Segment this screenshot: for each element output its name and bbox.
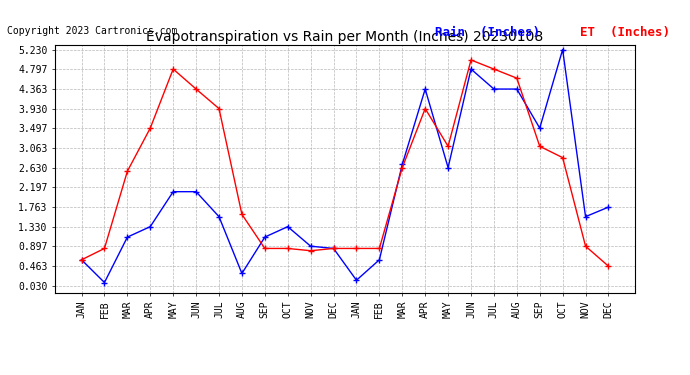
Title: Evapotranspiration vs Rain per Month (Inches) 20230108: Evapotranspiration vs Rain per Month (In…	[146, 30, 544, 44]
Text: ET  (Inches): ET (Inches)	[580, 26, 669, 39]
Text: Copyright 2023 Cartronics.com: Copyright 2023 Cartronics.com	[7, 26, 177, 36]
Text: Rain  (Inches): Rain (Inches)	[435, 26, 540, 39]
